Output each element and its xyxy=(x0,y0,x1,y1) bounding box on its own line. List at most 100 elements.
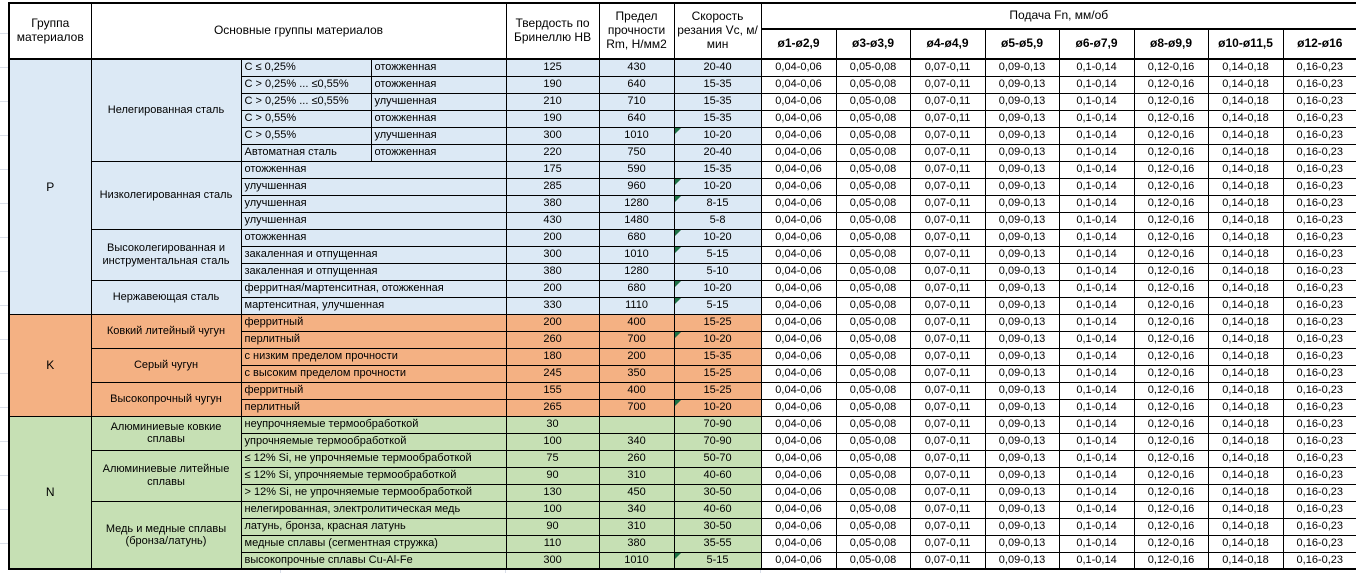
cell-cutting-speed-vc[interactable]: 15-25 xyxy=(673,381,762,400)
cell-feed-value[interactable]: 0,12-0,16 xyxy=(1133,245,1209,264)
cell-feed-value[interactable]: 0,16-0,23 xyxy=(1282,432,1356,451)
cell-material-desc[interactable]: > 12% Si, не упрочняемые термообработкой xyxy=(240,483,507,502)
cell-material-state[interactable]: отожженная xyxy=(370,143,507,162)
cell-strength-rm[interactable]: 1280 xyxy=(598,194,675,213)
cell-feed-value[interactable]: 0,12-0,16 xyxy=(1133,517,1209,536)
cell-cutting-speed-vc[interactable]: 70-90 xyxy=(673,432,762,451)
cell-cutting-speed-vc[interactable]: 5-10 xyxy=(673,262,762,281)
cell-feed-value[interactable]: 0,16-0,23 xyxy=(1282,381,1356,400)
cell-subgroup-name[interactable]: Серый чугун xyxy=(90,347,242,383)
cell-feed-value[interactable]: 0,09-0,13 xyxy=(984,92,1060,111)
cell-hardness-hb[interactable]: 245 xyxy=(505,364,600,383)
cell-hardness-hb[interactable]: 300 xyxy=(505,245,600,264)
cell-material-condition[interactable]: С > 0,55% xyxy=(240,126,372,145)
cell-feed-value[interactable]: 0,1-0,14 xyxy=(1058,75,1135,94)
cell-strength-rm[interactable]: 1010 xyxy=(598,245,675,264)
cell-feed-value[interactable]: 0,14-0,18 xyxy=(1207,143,1284,162)
cell-feed-value[interactable]: 0,04-0,06 xyxy=(760,432,837,451)
cell-feed-value[interactable]: 0,16-0,23 xyxy=(1282,347,1356,366)
cell-feed-value[interactable]: 0,04-0,06 xyxy=(760,415,837,434)
cell-strength-rm[interactable]: 710 xyxy=(598,92,675,111)
header-feed-diameter[interactable]: ø4-ø4,9 xyxy=(909,28,986,60)
cell-hardness-hb[interactable]: 110 xyxy=(505,534,600,553)
cell-feed-value[interactable]: 0,07-0,11 xyxy=(909,245,986,264)
cell-feed-value[interactable]: 0,04-0,06 xyxy=(760,262,837,281)
cell-feed-value[interactable]: 0,05-0,08 xyxy=(835,483,911,502)
cell-feed-value[interactable]: 0,07-0,11 xyxy=(909,466,986,485)
cell-feed-value[interactable]: 0,16-0,23 xyxy=(1282,449,1356,468)
cell-material-state[interactable]: отожженная xyxy=(370,109,507,128)
cell-feed-value[interactable]: 0,09-0,13 xyxy=(984,551,1060,570)
cell-feed-value[interactable]: 0,14-0,18 xyxy=(1207,415,1284,434)
cell-feed-value[interactable]: 0,09-0,13 xyxy=(984,228,1060,247)
cell-feed-value[interactable]: 0,07-0,11 xyxy=(909,194,986,213)
cell-material-desc[interactable]: ферритная/мартенситная, отожженная xyxy=(240,279,507,298)
cell-cutting-speed-vc[interactable]: 10-20 xyxy=(673,126,762,145)
cell-cutting-speed-vc[interactable]: 15-25 xyxy=(673,313,762,332)
cell-hardness-hb[interactable]: 430 xyxy=(505,211,600,230)
cell-hardness-hb[interactable]: 90 xyxy=(505,517,600,536)
cell-feed-value[interactable]: 0,07-0,11 xyxy=(909,551,986,570)
cell-feed-value[interactable]: 0,09-0,13 xyxy=(984,58,1060,77)
cell-feed-value[interactable]: 0,16-0,23 xyxy=(1282,92,1356,111)
cell-feed-value[interactable]: 0,07-0,11 xyxy=(909,177,986,196)
cell-feed-value[interactable]: 0,07-0,11 xyxy=(909,313,986,332)
cell-feed-value[interactable]: 0,05-0,08 xyxy=(835,75,911,94)
cell-feed-value[interactable]: 0,07-0,11 xyxy=(909,143,986,162)
cell-material-desc[interactable]: улучшенная xyxy=(240,177,507,196)
cell-feed-value[interactable]: 0,16-0,23 xyxy=(1282,211,1356,230)
cell-feed-value[interactable]: 0,07-0,11 xyxy=(909,126,986,145)
cell-feed-value[interactable]: 0,12-0,16 xyxy=(1133,143,1209,162)
cell-material-desc[interactable]: мартенситная, улучшенная xyxy=(240,296,507,315)
cell-feed-value[interactable]: 0,07-0,11 xyxy=(909,75,986,94)
cell-feed-value[interactable]: 0,16-0,23 xyxy=(1282,58,1356,77)
cell-material-state[interactable]: улучшенная xyxy=(370,126,507,145)
header-feed-diameter[interactable]: ø10-ø11,5 xyxy=(1207,28,1284,60)
cell-feed-value[interactable]: 0,1-0,14 xyxy=(1058,279,1135,298)
cell-material-condition[interactable]: С > 0,55% xyxy=(240,109,372,128)
cell-feed-value[interactable]: 0,07-0,11 xyxy=(909,364,986,383)
cell-feed-value[interactable]: 0,05-0,08 xyxy=(835,228,911,247)
cell-cutting-speed-vc[interactable]: 5-15 xyxy=(673,245,762,264)
cell-feed-value[interactable]: 0,09-0,13 xyxy=(984,534,1060,553)
cell-strength-rm[interactable]: 450 xyxy=(598,483,675,502)
cell-feed-value[interactable]: 0,12-0,16 xyxy=(1133,160,1209,179)
cell-feed-value[interactable]: 0,1-0,14 xyxy=(1058,432,1135,451)
cell-feed-value[interactable]: 0,09-0,13 xyxy=(984,313,1060,332)
cell-feed-value[interactable]: 0,04-0,06 xyxy=(760,160,837,179)
cell-feed-value[interactable]: 0,04-0,06 xyxy=(760,126,837,145)
cell-feed-value[interactable]: 0,1-0,14 xyxy=(1058,160,1135,179)
cell-feed-value[interactable]: 0,04-0,06 xyxy=(760,381,837,400)
cell-feed-value[interactable]: 0,04-0,06 xyxy=(760,228,837,247)
cell-feed-value[interactable]: 0,05-0,08 xyxy=(835,245,911,264)
cell-material-state[interactable]: улучшенная xyxy=(370,92,507,111)
cell-hardness-hb[interactable]: 30 xyxy=(505,415,600,434)
cell-feed-value[interactable]: 0,1-0,14 xyxy=(1058,500,1135,519)
cell-feed-value[interactable]: 0,14-0,18 xyxy=(1207,126,1284,145)
cell-strength-rm[interactable]: 700 xyxy=(598,330,675,349)
cell-strength-rm[interactable]: 400 xyxy=(598,381,675,400)
cell-cutting-speed-vc[interactable]: 10-20 xyxy=(673,177,762,196)
cell-feed-value[interactable]: 0,07-0,11 xyxy=(909,381,986,400)
cell-subgroup-name[interactable]: Ковкий литейный чугун xyxy=(90,313,242,349)
cell-hardness-hb[interactable]: 200 xyxy=(505,279,600,298)
cell-feed-value[interactable]: 0,05-0,08 xyxy=(835,330,911,349)
cell-cutting-speed-vc[interactable]: 5-15 xyxy=(673,296,762,315)
cell-feed-value[interactable]: 0,05-0,08 xyxy=(835,92,911,111)
cell-hardness-hb[interactable]: 75 xyxy=(505,449,600,468)
cell-feed-value[interactable]: 0,1-0,14 xyxy=(1058,381,1135,400)
cell-feed-value[interactable]: 0,12-0,16 xyxy=(1133,177,1209,196)
cell-strength-rm[interactable]: 590 xyxy=(598,160,675,179)
cell-feed-value[interactable]: 0,04-0,06 xyxy=(760,75,837,94)
cell-feed-value[interactable]: 0,07-0,11 xyxy=(909,449,986,468)
cell-cutting-speed-vc[interactable]: 10-20 xyxy=(673,398,762,417)
cell-feed-value[interactable]: 0,05-0,08 xyxy=(835,194,911,213)
cell-feed-value[interactable]: 0,16-0,23 xyxy=(1282,109,1356,128)
cell-hardness-hb[interactable]: 220 xyxy=(505,143,600,162)
cell-feed-value[interactable]: 0,07-0,11 xyxy=(909,347,986,366)
cell-cutting-speed-vc[interactable]: 20-40 xyxy=(673,58,762,77)
cell-feed-value[interactable]: 0,12-0,16 xyxy=(1133,296,1209,315)
cell-feed-value[interactable]: 0,12-0,16 xyxy=(1133,381,1209,400)
cell-feed-value[interactable]: 0,09-0,13 xyxy=(984,296,1060,315)
cell-feed-value[interactable]: 0,12-0,16 xyxy=(1133,483,1209,502)
